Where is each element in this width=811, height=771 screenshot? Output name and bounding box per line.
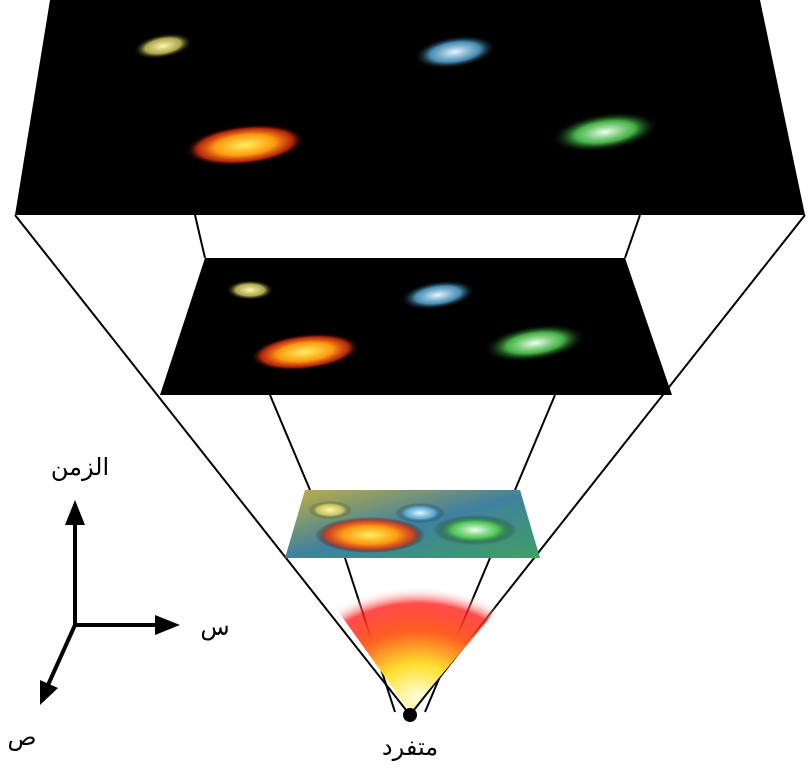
plane-now — [15, 0, 805, 215]
y-axis-label: ص — [7, 723, 36, 751]
axes — [40, 500, 180, 705]
plane-middle — [160, 258, 672, 395]
big-bang-glow — [330, 572, 505, 712]
singularity-label: متفرد — [382, 733, 438, 761]
plane-early — [285, 490, 540, 558]
time-label: الزمن — [51, 453, 109, 481]
singularity-point — [403, 708, 417, 722]
x-axis-label: س — [200, 613, 229, 641]
